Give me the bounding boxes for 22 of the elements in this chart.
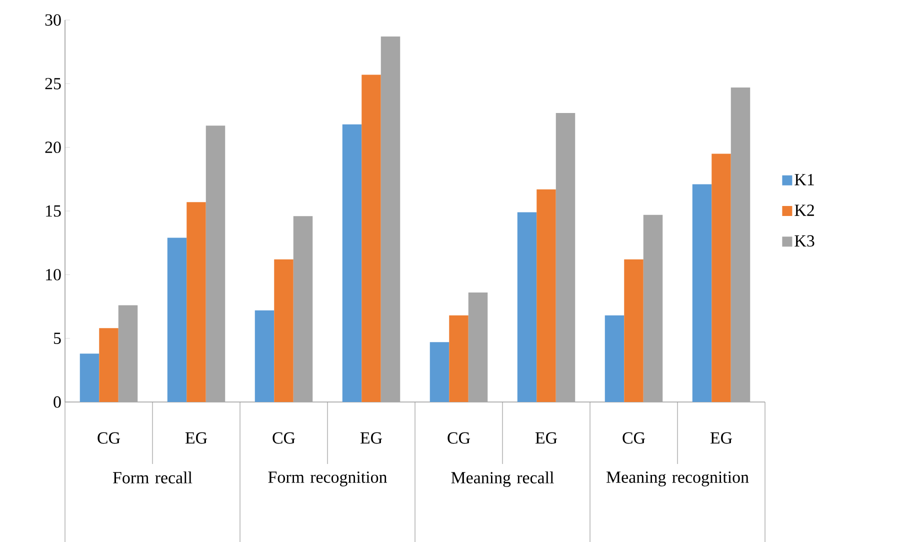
legend-label: K2 bbox=[794, 204, 814, 216]
x-tick-label: EG bbox=[185, 432, 208, 444]
y-tick-label: 20 bbox=[45, 141, 61, 153]
x-tick-label: CG bbox=[272, 432, 295, 444]
y-tick-label: 25 bbox=[45, 78, 61, 90]
text: Meaning recall bbox=[451, 471, 554, 487]
y-tick-label: 5 bbox=[54, 332, 61, 344]
y-tick-label: 0 bbox=[54, 396, 61, 408]
x-tick-label: CG bbox=[622, 432, 645, 444]
text: Form recall bbox=[113, 471, 192, 484]
legend-label: K3 bbox=[794, 235, 814, 247]
x-tick-label: EG bbox=[360, 432, 382, 444]
y-tick-label: 30 bbox=[45, 14, 61, 26]
x-tick-label: EG bbox=[710, 432, 732, 444]
x-tick-label: CG bbox=[448, 432, 470, 444]
y-tick-label: 15 bbox=[46, 205, 61, 217]
y-tick-label: 10 bbox=[46, 268, 61, 280]
x-tick-label: CG bbox=[98, 432, 120, 444]
legend-label: K1 bbox=[794, 174, 814, 186]
text: Form recognition bbox=[268, 471, 387, 486]
text: Meaning recognition bbox=[606, 471, 749, 486]
x-tick-label: EG bbox=[535, 432, 558, 444]
